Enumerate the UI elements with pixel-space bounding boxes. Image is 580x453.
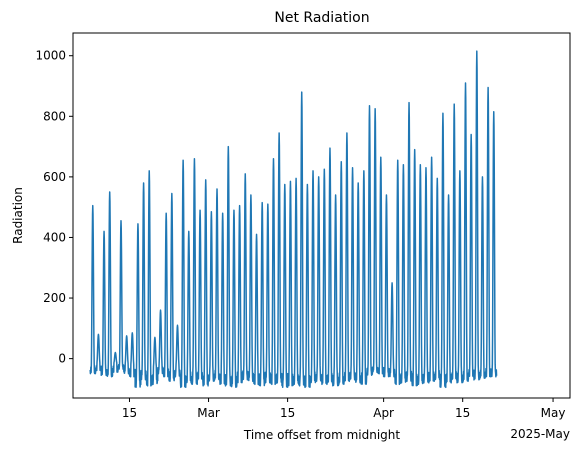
x-axis-ticks: 15 Mar 15 Apr 15 May <box>122 398 566 420</box>
y-tick-label: 1000 <box>35 49 66 63</box>
y-axis-label: Radiation <box>11 187 25 244</box>
chart-title: Net Radiation <box>274 10 369 26</box>
y-tick-label: 600 <box>43 170 66 184</box>
plot-area <box>89 50 498 389</box>
y-tick-label: 800 <box>43 109 66 123</box>
x-tick-label: Apr <box>373 406 394 420</box>
y-axis-ticks: 0 200 400 600 800 1000 <box>35 49 73 366</box>
x-tick-label: May <box>541 406 566 420</box>
y-tick-label: 400 <box>43 230 66 244</box>
x-tick-label: Mar <box>197 406 220 420</box>
series-line <box>89 50 498 389</box>
y-tick-label: 200 <box>43 291 66 305</box>
axes-frame <box>72 32 571 399</box>
x-axis-label: Time offset from midnight <box>243 428 400 442</box>
x-tick-label: 15 <box>122 406 137 420</box>
x-tick-label: 15 <box>455 406 470 420</box>
x-tick-label: 15 <box>280 406 295 420</box>
x-axis-offset-label: 2025-May <box>510 427 570 441</box>
y-tick-label: 0 <box>58 352 66 366</box>
